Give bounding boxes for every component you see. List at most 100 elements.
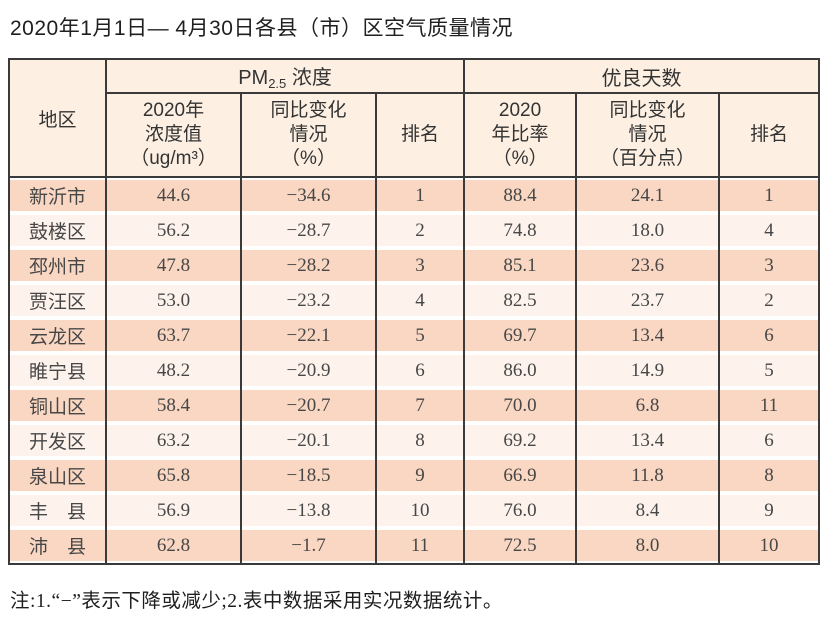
cell-good-rank: 10 (718, 528, 820, 564)
table-row: 开发区 63.2 −20.1 8 69.2 13.4 6 (9, 423, 820, 458)
cell-region: 云龙区 (9, 318, 106, 353)
cell-pm-rank: 10 (374, 493, 465, 528)
cell-pm-change: −28.2 (240, 248, 376, 283)
cell-good-change: 23.7 (575, 283, 720, 318)
cell-region: 贾汪区 (9, 283, 106, 318)
pm25-label-prefix: PM (238, 67, 269, 89)
cell-good-change: 8.0 (575, 528, 720, 564)
cell-pm-rank: 1 (374, 177, 465, 213)
cell-pm-rank: 7 (374, 388, 465, 423)
column-header-pm-change: 同比变化 情况 （%） (240, 93, 376, 178)
cell-good-ratio: 69.7 (463, 318, 577, 353)
cell-good-ratio: 72.5 (463, 528, 577, 564)
cell-pm-change: −13.8 (240, 493, 376, 528)
cell-good-change: 13.4 (575, 318, 720, 353)
pm25-label-subscript: 2.5 (268, 76, 287, 91)
cell-good-rank: 11 (718, 388, 820, 423)
column-header-pm-value: 2020年 浓度值 （ug/m³） (106, 93, 241, 178)
cell-pm-value: 63.2 (105, 423, 241, 458)
cell-pm-rank: 9 (374, 458, 465, 493)
cell-good-ratio: 70.0 (463, 388, 577, 423)
cell-region: 新沂市 (9, 177, 106, 213)
cell-pm-rank: 8 (374, 423, 465, 458)
column-header-good-rank: 排名 (718, 93, 820, 178)
cell-pm-rank: 4 (374, 283, 465, 318)
cell-good-change: 18.0 (575, 213, 720, 248)
table-row: 沛 县 62.8 −1.7 11 72.5 8.0 10 (9, 528, 820, 564)
cell-good-rank: 3 (718, 248, 820, 283)
cell-pm-change: −20.1 (240, 423, 376, 458)
cell-good-rank: 5 (718, 353, 820, 388)
column-group-pm25: PM2.5 浓度 (104, 59, 465, 94)
cell-pm-rank: 3 (374, 248, 465, 283)
table-row: 新沂市 44.6 −34.6 1 88.4 24.1 1 (9, 177, 820, 213)
footnote: 注:1.“−”表示下降或减少;2.表中数据采用实况数据统计。 (10, 591, 503, 612)
cell-good-change: 8.4 (575, 493, 720, 528)
cell-good-ratio: 82.5 (463, 283, 577, 318)
cell-pm-change: −22.1 (240, 318, 376, 353)
cell-pm-change: −34.6 (240, 177, 376, 213)
cell-region: 沛 县 (9, 528, 106, 564)
cell-good-ratio: 88.4 (463, 177, 577, 213)
cell-region: 铜山区 (9, 388, 106, 423)
cell-pm-change: −18.5 (240, 458, 376, 493)
header-group-row: 地区 PM2.5 浓度 优良天数 (9, 59, 820, 178)
table-row: 贾汪区 53.0 −23.2 4 82.5 23.7 2 (9, 283, 820, 318)
cell-pm-change: −28.7 (240, 213, 376, 248)
column-header-pm-rank: 排名 (374, 93, 465, 178)
table-row: 睢宁县 48.2 −20.9 6 86.0 14.9 5 (9, 353, 820, 388)
air-quality-table: 地区 PM2.5 浓度 优良天数 2020年 浓度值 （ug/m³） 同比变化 … (8, 58, 821, 565)
cell-good-rank: 6 (718, 318, 820, 353)
cell-pm-rank: 2 (374, 213, 465, 248)
cell-pm-value: 58.4 (105, 388, 241, 423)
cell-pm-change: −1.7 (240, 528, 376, 564)
cell-pm-rank: 5 (374, 318, 465, 353)
cell-pm-value: 63.7 (105, 318, 241, 353)
cell-pm-value: 48.2 (105, 353, 241, 388)
cell-good-rank: 4 (718, 213, 820, 248)
cell-pm-value: 56.9 (105, 493, 241, 528)
table-header: 地区 PM2.5 浓度 优良天数 2020年 浓度值 （ug/m³） 同比变化 … (9, 59, 820, 178)
column-header-good-change: 同比变化 情况 （百分点） (575, 93, 720, 178)
cell-pm-change: −20.7 (240, 388, 376, 423)
cell-good-change: 11.8 (575, 458, 720, 493)
cell-region: 睢宁县 (9, 353, 106, 388)
cell-pm-rank: 11 (374, 528, 465, 564)
table-row: 铜山区 58.4 −20.7 7 70.0 6.8 11 (9, 388, 820, 423)
cell-good-rank: 2 (718, 283, 820, 318)
cell-region: 丰 县 (9, 493, 106, 528)
cell-good-change: 24.1 (575, 177, 720, 213)
cell-good-ratio: 86.0 (463, 353, 577, 388)
column-header-region: 地区 (9, 59, 106, 178)
cell-good-change: 13.4 (575, 423, 720, 458)
cell-good-rank: 9 (718, 493, 820, 528)
cell-good-ratio: 66.9 (463, 458, 577, 493)
table-row: 丰 县 56.9 −13.8 10 76.0 8.4 9 (9, 493, 820, 528)
cell-good-change: 6.8 (575, 388, 720, 423)
cell-good-change: 14.9 (575, 353, 720, 388)
cell-good-rank: 1 (718, 177, 820, 213)
table-row: 鼓楼区 56.2 −28.7 2 74.8 18.0 4 (9, 213, 820, 248)
cell-pm-change: −23.2 (240, 283, 376, 318)
page-title: 2020年1月1日— 4月30日各县（市）区空气质量情况 (10, 17, 513, 40)
cell-region: 开发区 (9, 423, 106, 458)
cell-good-ratio: 85.1 (463, 248, 577, 283)
cell-pm-value: 44.6 (105, 177, 241, 213)
cell-good-ratio: 74.8 (463, 213, 577, 248)
cell-good-rank: 6 (718, 423, 820, 458)
column-group-good-days: 优良天数 (463, 59, 820, 94)
cell-pm-value: 53.0 (105, 283, 241, 318)
table-row: 泉山区 65.8 −18.5 9 66.9 11.8 8 (9, 458, 820, 493)
table-body: 新沂市 44.6 −34.6 1 88.4 24.1 1 鼓楼区 56.2 −2… (9, 177, 820, 564)
table-row: 邳州市 47.8 −28.2 3 85.1 23.6 3 (9, 248, 820, 283)
cell-good-ratio: 76.0 (463, 493, 577, 528)
cell-region: 泉山区 (9, 458, 106, 493)
cell-pm-value: 62.8 (105, 528, 241, 564)
header-sub-row: 2020年 浓度值 （ug/m³） 同比变化 情况 （%） 排名 2020 年比… (9, 93, 820, 178)
cell-pm-rank: 6 (374, 353, 465, 388)
column-header-good-ratio: 2020 年比率 （%） (463, 93, 577, 178)
cell-good-change: 23.6 (575, 248, 720, 283)
cell-good-ratio: 69.2 (463, 423, 577, 458)
cell-pm-value: 56.2 (105, 213, 241, 248)
